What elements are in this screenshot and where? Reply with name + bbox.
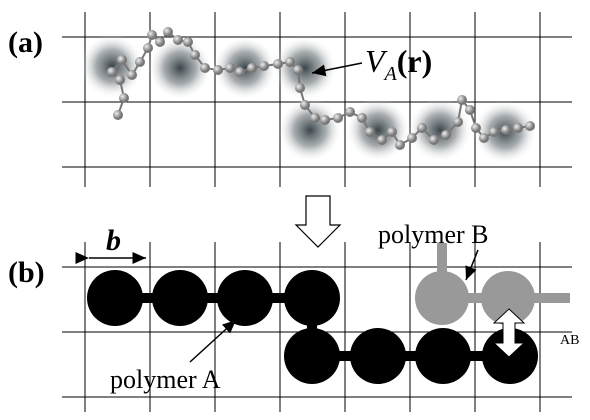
- potential-blobs: [80, 34, 537, 164]
- bead: [119, 93, 129, 103]
- interaction-label: AB: [560, 333, 579, 348]
- bead: [465, 105, 475, 115]
- bead: [247, 63, 257, 73]
- bead: [113, 110, 123, 120]
- subscript: A: [383, 63, 398, 85]
- bead: [285, 57, 295, 67]
- bead: [190, 50, 200, 60]
- pointer: [190, 320, 236, 362]
- bead: [377, 135, 387, 145]
- bead: [457, 95, 467, 105]
- bead: [479, 133, 489, 143]
- bead: [417, 123, 427, 133]
- bead: [200, 63, 210, 73]
- bead: [429, 135, 439, 145]
- bead: [259, 61, 269, 71]
- bead: [273, 59, 283, 69]
- bead: [333, 113, 343, 123]
- panel-label: (a): [8, 26, 43, 59]
- bead: [365, 127, 375, 137]
- bead: [115, 75, 125, 85]
- polymer-a-label: polymer A: [110, 365, 221, 394]
- bead: [235, 67, 245, 77]
- argument: (r): [397, 43, 433, 79]
- bead: [513, 123, 523, 133]
- bead: [135, 57, 145, 67]
- bead: [441, 130, 451, 140]
- bead: [501, 125, 511, 135]
- bead: [453, 117, 463, 127]
- bead: [293, 65, 303, 75]
- bead: [213, 65, 223, 75]
- bead: [300, 100, 310, 110]
- polymer-b-label: polymer B: [378, 220, 489, 249]
- pointer: [466, 250, 478, 280]
- polymer-b: [415, 243, 570, 325]
- bead: [163, 27, 173, 37]
- bead: [471, 123, 481, 133]
- bead: [345, 107, 355, 117]
- bead: [143, 43, 153, 53]
- bead: [183, 37, 193, 47]
- bead: [320, 115, 330, 125]
- bead: [107, 67, 117, 77]
- bead: [225, 63, 235, 73]
- transition-arrow: [296, 196, 340, 247]
- bead: [489, 127, 499, 137]
- bead: [173, 35, 183, 45]
- bead: [525, 121, 535, 131]
- bead: [147, 30, 157, 40]
- bead: [357, 113, 367, 123]
- bead: [387, 127, 397, 137]
- bead: [155, 37, 165, 47]
- bead: [127, 70, 137, 80]
- bead: [117, 55, 127, 65]
- bond-label: b: [106, 224, 121, 257]
- bead: [310, 113, 320, 123]
- bead: [295, 83, 305, 93]
- panel-label: (b): [8, 256, 45, 289]
- bead: [395, 140, 405, 150]
- potential-label: VA(r): [365, 43, 432, 85]
- bead: [407, 133, 417, 143]
- diagram: (a) VA(r) (b) b AB polymer B polymer A: [0, 0, 590, 415]
